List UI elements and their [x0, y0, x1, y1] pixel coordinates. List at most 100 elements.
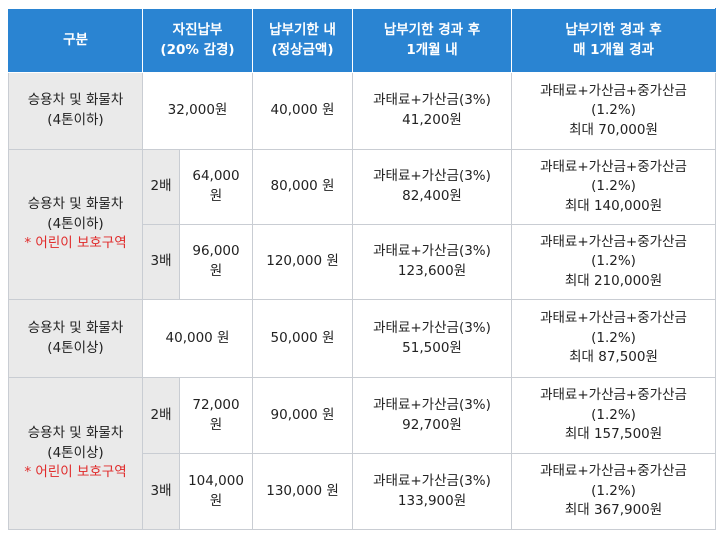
row2a-after-1m: 과태료+가산금(3%) 82,400원 [352, 149, 513, 225]
monthly-line2: (1.2%) [591, 482, 636, 499]
row2b-within: 120,000 원 [252, 224, 354, 300]
row4b-self-pay: 104,000 원 [178, 453, 254, 530]
row2b-after-1m: 과태료+가산금(3%) 123,600원 [352, 224, 513, 300]
self-pay-unit: 원 [209, 492, 223, 509]
header-monthly-line1: 납부기한 경과 후 [565, 21, 662, 38]
monthly-line3: 최대 157,500원 [564, 426, 663, 443]
after-1m-line1: 과태료+가산금(3%) [373, 243, 491, 260]
row4a-monthly: 과태료+가산금+중가산금 (1.2%) 최대 157,500원 [511, 377, 717, 454]
monthly-line3: 최대 87,500원 [569, 349, 658, 366]
table-row: 승용차 및 화물차 (4톤이하) * 어린이 보호구역 2배 64,000 원 … [8, 149, 717, 300]
row4b-within: 130,000 원 [252, 453, 354, 530]
category-line1: 승용차 및 화물차 [27, 319, 124, 336]
row4b-monthly: 과태료+가산금+중가산금 (1.2%) 최대 367,900원 [511, 453, 717, 530]
after-1m-line1: 과태료+가산금(3%) [373, 168, 491, 185]
header-after-1m-line2: 1개월 내 [406, 41, 458, 58]
category-line2: (4톤이하) [47, 215, 104, 232]
header-within-line2: (정상금액) [271, 41, 334, 58]
header-within: 납부기한 내 (정상금액) [252, 8, 354, 73]
after-1m-line2: 123,600원 [397, 263, 467, 279]
after-1m-line2: 92,700원 [402, 416, 462, 433]
self-pay-unit: 원 [209, 263, 223, 279]
table-row: 승용차 및 화물차 (4톤이하) 32,000원 40,000 원 과태료+가산… [8, 72, 717, 150]
monthly-line1: 과태료+가산금+중가산금 [540, 82, 687, 99]
header-category: 구분 [8, 8, 143, 73]
monthly-line1: 과태료+가산금+중가산금 [540, 158, 687, 175]
self-pay-amount: 72,000 [192, 396, 240, 413]
header-after-1m: 납부기한 경과 후 1개월 내 [352, 8, 513, 73]
row3-after-1m: 과태료+가산금(3%) 51,500원 [352, 299, 513, 378]
self-pay-amount: 104,000 [188, 472, 244, 489]
fine-table: 구분 자진납부 (20% 감경) 납부기한 내 (정상금액) 납부기한 경과 후… [8, 8, 717, 530]
row2a-within: 80,000 원 [252, 149, 354, 225]
monthly-line1: 과태료+가산금+중가산금 [540, 387, 687, 404]
monthly-line2: (1.2%) [591, 102, 636, 119]
row1-within: 40,000 원 [252, 72, 354, 150]
after-1m-line2: 82,400원 [402, 188, 462, 204]
row4b-after-1m: 과태료+가산금(3%) 133,900원 [352, 453, 513, 530]
category-line1: 승용차 및 화물차 [27, 425, 124, 442]
header-monthly: 납부기한 경과 후 매 1개월 경과 [511, 8, 717, 73]
category-line1: 승용차 및 화물차 [27, 92, 124, 109]
monthly-line3: 최대 140,000원 [564, 197, 663, 214]
monthly-line1: 과태료+가산금+중가산금 [540, 463, 687, 480]
table-row: 3배 96,000 원 120,000 원 과태료+가산금(3%) 123,60… [9, 224, 717, 300]
school-zone-label: * 어린이 보호구역 [24, 235, 127, 252]
monthly-line2: (1.2%) [591, 329, 636, 346]
row4a-self-pay: 72,000 원 [178, 377, 254, 454]
monthly-line1: 과태료+가산금+중가산금 [540, 310, 687, 327]
after-1m-line1: 과태료+가산금(3%) [373, 396, 491, 413]
monthly-line2: (1.2%) [591, 253, 636, 270]
row4a-within: 90,000 원 [252, 377, 354, 454]
school-zone-label: * 어린이 보호구역 [24, 464, 127, 481]
after-1m-line2: 41,200원 [402, 112, 462, 128]
monthly-line3: 최대 70,000원 [569, 121, 658, 138]
row1-category: 승용차 및 화물차 (4톤이하) [8, 72, 143, 150]
row2b-multiplier: 3배 [142, 224, 180, 300]
row4b-multiplier: 3배 [142, 453, 180, 530]
header-after-1m-line1: 납부기한 경과 후 [383, 21, 481, 38]
row4-category: 승용차 및 화물차 (4톤이상) * 어린이 보호구역 [8, 377, 143, 530]
row2b-monthly: 과태료+가산금+중가산금 (1.2%) 최대 210,000원 [511, 224, 717, 300]
after-1m-line1: 과태료+가산금(3%) [373, 319, 491, 336]
self-pay-unit: 원 [209, 416, 223, 433]
row1-self-pay: 32,000원 [141, 72, 254, 150]
table-row: 승용차 및 화물차 (4톤이상) * 어린이 보호구역 2배 72,000 원 … [8, 377, 717, 530]
header-self-pay: 자진납부 (20% 감경) [141, 8, 254, 73]
row3-within: 50,000 원 [252, 299, 354, 378]
self-pay-amount: 64,000 [192, 168, 240, 185]
header-self-pay-line1: 자진납부 [172, 21, 223, 38]
after-1m-line1: 과태료+가산금(3%) [373, 472, 491, 489]
row4a-multiplier: 2배 [142, 377, 180, 454]
row3-monthly: 과태료+가산금+중가산금 (1.2%) 최대 87,500원 [511, 299, 717, 378]
table-row: 3배 104,000 원 130,000 원 과태료+가산금(3%) 133,9… [9, 453, 717, 530]
table-row: 승용차 및 화물차 (4톤이상) 40,000 원 50,000 원 과태료+가… [8, 299, 717, 378]
monthly-line2: (1.2%) [591, 406, 636, 423]
category-line2: (4톤이상) [47, 339, 104, 356]
category-line2: (4톤이상) [47, 444, 104, 461]
row2a-multiplier: 2배 [142, 149, 180, 225]
row1-monthly: 과태료+가산금+중가산금 (1.2%) 최대 70,000원 [511, 72, 717, 150]
self-pay-amount: 96,000 [192, 243, 240, 260]
row2a-self-pay: 64,000 원 [178, 149, 254, 225]
row4a-after-1m: 과태료+가산금(3%) 92,700원 [352, 377, 513, 454]
monthly-line3: 최대 210,000원 [564, 272, 663, 289]
after-1m-line1: 과태료+가산금(3%) [373, 92, 491, 109]
category-line1: 승용차 및 화물차 [27, 196, 124, 213]
row2-category: 승용차 및 화물차 (4톤이하) * 어린이 보호구역 [8, 149, 143, 300]
header-within-line1: 납부기한 내 [269, 21, 336, 38]
after-1m-line2: 51,500원 [402, 339, 462, 356]
category-line2: (4톤이하) [47, 112, 104, 128]
row1-after-1m: 과태료+가산금(3%) 41,200원 [352, 72, 513, 150]
self-pay-unit: 원 [209, 188, 223, 204]
row3-self-pay: 40,000 원 [141, 299, 254, 378]
row2b-self-pay: 96,000 원 [178, 224, 254, 300]
monthly-line2: (1.2%) [591, 178, 636, 195]
monthly-line3: 최대 367,900원 [564, 502, 663, 519]
after-1m-line2: 133,900원 [397, 492, 467, 509]
header-self-pay-line2: (20% 감경) [160, 41, 235, 58]
header-row: 구분 자진납부 (20% 감경) 납부기한 내 (정상금액) 납부기한 경과 후… [8, 8, 717, 73]
monthly-line1: 과태료+가산금+중가산금 [540, 233, 687, 250]
row3-category: 승용차 및 화물차 (4톤이상) [8, 299, 143, 378]
